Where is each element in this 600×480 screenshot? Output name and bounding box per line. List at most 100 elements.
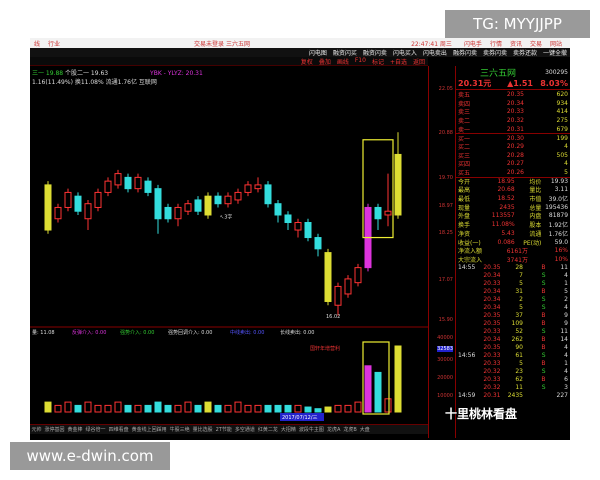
indicator-tab[interactable]: 多空通道 (234, 427, 255, 433)
volume-bar (314, 408, 322, 413)
indicator-tab[interactable]: 波段牛主图 (298, 427, 324, 433)
tick-row-cell: 20.34 (483, 304, 501, 312)
action-button[interactable]: 闪电卖出 (422, 50, 447, 57)
menu-item[interactable]: 行情 (489, 40, 502, 48)
price-tick: 20.88 (438, 130, 453, 136)
indicator-tab[interactable]: 绿谷倍一 (85, 427, 106, 433)
volume-bar (74, 404, 82, 413)
tick-row: 20.33 5 S 1 (456, 280, 570, 288)
volume-annotation: 国轩年增营利 (310, 345, 340, 352)
action-button[interactable]: 融券闪卖 (452, 50, 477, 57)
action-button[interactable]: 融资闪买 (332, 50, 357, 57)
candle (344, 278, 352, 295)
volume-bar (274, 404, 282, 413)
candle (274, 203, 282, 216)
volume-bar (304, 406, 312, 413)
indicator-tab[interactable]: 量比选股 (192, 427, 213, 433)
tick-row-cell: 20.32 (483, 384, 501, 392)
action-button[interactable]: 融资闪卖 (362, 50, 387, 57)
quote-row-cell: 20.31元 (458, 79, 492, 88)
tick-row-cell: 20.32 (483, 368, 501, 376)
stat-row-cell: 最高 (458, 187, 471, 195)
toolbar-button[interactable]: 返回 (412, 59, 425, 66)
action-button[interactable]: 闪电图 (308, 50, 327, 57)
indicator-tab[interactable]: 四维看盘 (108, 427, 129, 433)
stat-row-cell: 收益(一) (458, 239, 481, 247)
bid-row-cell: 5 (564, 169, 568, 177)
action-button[interactable]: 闪电买入 (392, 50, 417, 57)
indicator-tab[interactable]: 龙虎B (343, 427, 357, 433)
volume-tick: 30000 (437, 357, 453, 363)
tick-row-cell: B (541, 264, 546, 272)
candle (74, 195, 82, 212)
stat-row-cell: 股本 (529, 222, 542, 230)
action-button[interactable]: 卖券还款 (512, 50, 537, 57)
tick-row-cell: B (541, 312, 546, 320)
volume-bar (374, 371, 382, 413)
menu-item[interactable]: 资讯 (509, 40, 522, 48)
ask-row: 卖三 20.33 414 (456, 107, 570, 116)
candle (184, 203, 192, 212)
tick-row-cell: 109 (511, 320, 523, 328)
tick-row: 20.32 23 S 4 (456, 368, 570, 376)
tick-row: 20.32 11 S 3 (456, 384, 570, 392)
menu-item[interactable]: 交易 (529, 40, 542, 48)
quote-panel: 三六五网 300295 20.31元 ▲1.51 8.03% 卖五 20.35 620 卖四 20… (456, 66, 570, 440)
toolbar-button[interactable]: F10 (354, 57, 366, 64)
tick-row-cell: 20.34 (483, 296, 501, 304)
tick-row-cell: 31 (515, 288, 523, 296)
stat-row-cell: 总量 (529, 204, 542, 212)
tick-row-cell: 14:59 (458, 392, 476, 400)
indicator-value: 强势回调介入: 0.00 (168, 329, 212, 336)
candle (304, 222, 312, 239)
indicator-tab[interactable]: 牛股三绝 (169, 427, 190, 433)
volume-bar (164, 404, 172, 413)
tick-row-cell: 20.33 (483, 328, 501, 336)
indicator-tab[interactable]: 黄金棒 (67, 427, 83, 433)
tick-row-cell: 9 (564, 320, 568, 328)
indicator-tab[interactable]: 龙虎A (326, 427, 341, 433)
price-tick: 17.07 (438, 277, 453, 283)
tick-row-cell: 11 (560, 264, 568, 272)
toolbar-button[interactable]: 画线 (336, 59, 349, 66)
action-button[interactable]: 卖券闪卖 (482, 50, 507, 57)
indicator-tab[interactable]: 2T节能 (215, 427, 232, 433)
toolbar-button[interactable]: 标记 (371, 59, 384, 66)
indicator-tab[interactable]: 元帅 (31, 427, 42, 433)
candle (64, 191, 72, 208)
toolbar-button[interactable]: 复权 (300, 59, 313, 66)
toolbar-button[interactable]: 叠加 (318, 59, 331, 66)
action-button[interactable]: 一键全撤 (542, 50, 567, 57)
indicator-tab[interactable]: 红黄二龙 (257, 427, 278, 433)
menu-item[interactable]: 行业 (48, 40, 61, 48)
menu-item[interactable]: 线 (34, 40, 41, 48)
tick-row-cell: S (541, 368, 546, 376)
tick-row: 20.35 90 B 4 (456, 344, 570, 352)
menu-item[interactable]: 闪电手 (463, 40, 482, 48)
tick-row-cell: 11 (515, 384, 523, 392)
menu-item[interactable]: 网站 (549, 40, 562, 48)
tick-row-cell: 37 (515, 312, 523, 320)
toolbar-button[interactable]: +自选 (389, 59, 407, 66)
tick-row: 20.34 5 S 4 (456, 304, 570, 312)
volume-bar (194, 404, 202, 413)
tick-row-cell: 2 (519, 296, 523, 304)
volume-bar (264, 404, 272, 413)
indicator-tab[interactable]: 大招精 (280, 427, 296, 433)
indicator-tab[interactable]: 大盘 (359, 427, 370, 433)
ask-row-cell: 275 (556, 116, 568, 124)
candle (334, 285, 342, 306)
bid-row: 买三 20.28 505 (456, 151, 570, 160)
indicator-tab[interactable]: 黄金线上回踩用 (131, 427, 167, 433)
indicator-tab[interactable]: 涨停基因 (44, 427, 65, 433)
stat-row: 收益(一) 0.086 PE(动) 59.0 (456, 238, 570, 247)
volume-bar (254, 404, 262, 413)
tick-row-cell: 52 (515, 328, 523, 336)
stat-row-cell: 113557 (491, 212, 515, 220)
ask-row-cell: 卖四 (458, 100, 471, 108)
bid-row-cell: 买四 (458, 161, 471, 169)
tick-row-cell: 62 (515, 376, 523, 384)
bid-row: 买一 20.30 199 (456, 133, 570, 143)
volume-bar (214, 404, 222, 413)
